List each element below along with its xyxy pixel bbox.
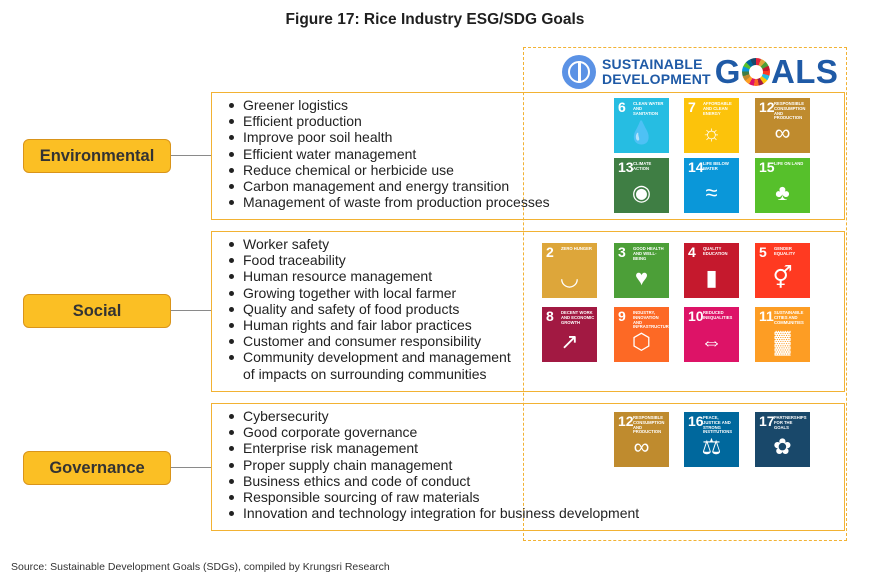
source-note: Source: Sustainable Development Goals (S… — [11, 561, 390, 573]
list-item: Responsible sourcing of raw materials — [229, 489, 639, 505]
list-item: Efficient production — [229, 113, 550, 129]
sun-power-icon: ☼ — [701, 120, 722, 145]
list-item: Management of waste from production proc… — [229, 194, 550, 210]
list-item: Worker safety — [229, 236, 511, 252]
sdg-tile-16: 16 Peace, justice and strong institutions… — [684, 412, 739, 467]
rings-icon: ✿ — [773, 434, 792, 459]
logo-line-2: DEVELOPMENT — [602, 71, 711, 87]
governance-bullets: Cybersecurity Good corporate governance … — [229, 408, 639, 521]
list-item: Innovation and technology integration fo… — [229, 505, 639, 521]
list-item: Cybersecurity — [229, 408, 639, 424]
list-item: Greener logistics — [229, 97, 550, 113]
infinity-icon: ∞ — [633, 434, 650, 459]
list-item: Improve poor soil health — [229, 129, 550, 145]
list-item: Human rights and fair labor practices — [229, 317, 511, 333]
growth-chart-icon: ↗ — [560, 329, 579, 354]
list-item: Quality and safety of food products — [229, 301, 511, 317]
sdg-tile-9: 9 Industry, innovation and infrastructure… — [614, 307, 669, 362]
cubes-icon: ⬡ — [631, 329, 652, 354]
un-emblem-icon — [562, 55, 596, 89]
eye-globe-icon: ◉ — [631, 180, 652, 205]
list-item: Human resource management — [229, 268, 511, 284]
sdg-tile-10: 10 Reduced inequalities ⇔ — [684, 307, 739, 362]
sdg-tile-12: 12 Responsible consumption and production… — [755, 98, 810, 153]
sdg-tile-2: 2 Zero hunger ◡ — [542, 243, 597, 298]
sdg-tile-5: 5 Gender equality ⚥ — [755, 243, 810, 298]
sdg-tile-13: 13 Climate action ◉ — [614, 158, 669, 213]
gender-icon: ⚥ — [772, 265, 793, 290]
list-item: Food traceability — [229, 252, 511, 268]
governance-connector — [171, 467, 211, 468]
dove-gavel-icon: ⚖ — [701, 434, 722, 459]
governance-box — [211, 403, 845, 531]
book-icon: ▮ — [705, 265, 718, 290]
governance-label: Governance — [23, 451, 171, 485]
logo-line-1: SUSTAINABLE — [602, 56, 703, 72]
environmental-label: Environmental — [23, 139, 171, 173]
social-label: Social — [23, 294, 171, 328]
equality-arrows-icon: ⇔ — [700, 329, 723, 354]
list-item: Growing together with local farmer — [229, 285, 511, 301]
sdg-logo: SUSTAINABLE DEVELOPMENT G ALS — [562, 53, 839, 90]
social-bullets: Worker safety Food traceability Human re… — [229, 236, 511, 382]
social-box — [211, 231, 845, 392]
list-item: Customer and consumer responsibility — [229, 333, 511, 349]
bowl-icon: ◡ — [559, 265, 580, 290]
sdg-tile-17: 17 Partnerships for the goals ✿ — [755, 412, 810, 467]
infinity-icon: ∞ — [774, 120, 791, 145]
sdg-tile-4: 4 Quality education ▮ — [684, 243, 739, 298]
sdg-tile-8: 8 Decent work and economic growth ↗ — [542, 307, 597, 362]
list-item: Carbon management and energy transition — [229, 178, 550, 194]
sdg-tile-6: 6 Clean water and sanitation 💧 — [614, 98, 669, 153]
sdg-goals-frame — [523, 47, 847, 541]
sdg-tile-7: 7 Affordable and clean energy ☼ — [684, 98, 739, 153]
list-item-continuation: of impacts on surrounding communities — [243, 365, 487, 382]
environmental-bullets: Greener logistics Efficient production I… — [229, 97, 550, 210]
sdg-tile-11: 11 Sustainable cities and communities ▓ — [755, 307, 810, 362]
sdg-tile-14: 14 Life below water ≈ — [684, 158, 739, 213]
city-icon: ▓ — [774, 329, 791, 354]
list-item: Enterprise risk management — [229, 440, 639, 456]
figure-title: Figure 17: Rice Industry ESG/SDG Goals — [285, 11, 585, 28]
environmental-box — [211, 92, 845, 220]
social-connector — [171, 310, 211, 311]
sdg-tile-15: 15 Life on land ♣ — [755, 158, 810, 213]
sdg-tile-12-governance: 12 Responsible consumption and production… — [614, 412, 669, 467]
list-item: Efficient water management — [229, 146, 550, 162]
fish-icon: ≈ — [705, 180, 718, 205]
water-drop-icon: 💧 — [627, 120, 656, 145]
tree-icon: ♣ — [775, 180, 790, 205]
sdg-tile-3: 3 Good health and well-being ♥ — [614, 243, 669, 298]
environmental-connector — [171, 155, 211, 156]
heartbeat-icon: ♥ — [634, 265, 649, 290]
logo-goals-word: G ALS — [714, 53, 839, 90]
list-item: Business ethics and code of conduct — [229, 473, 639, 489]
sdg-wheel-icon — [741, 58, 770, 86]
list-item: Good corporate governance — [229, 424, 639, 440]
list-item: Reduce chemical or herbicide use — [229, 162, 550, 178]
list-item: Community development and management of i… — [229, 349, 511, 382]
list-item: Proper supply chain management — [229, 457, 639, 473]
